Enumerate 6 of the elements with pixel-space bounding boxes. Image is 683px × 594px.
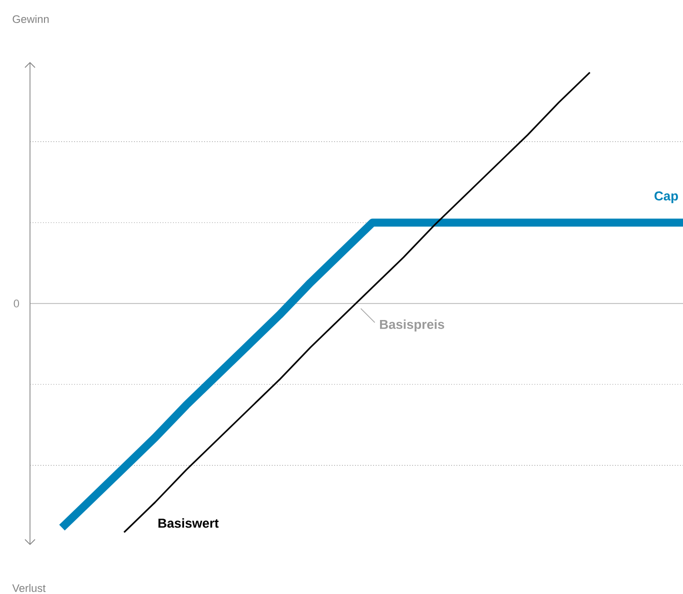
text: Verlust — [12, 584, 46, 592]
annotation: Basispreis — [380, 319, 444, 332]
series-label: Cap — [654, 191, 678, 204]
series-label: Basiswert — [158, 518, 219, 528]
text: Gewinn — [12, 14, 49, 24]
ref-line-label: 0 — [14, 300, 20, 308]
